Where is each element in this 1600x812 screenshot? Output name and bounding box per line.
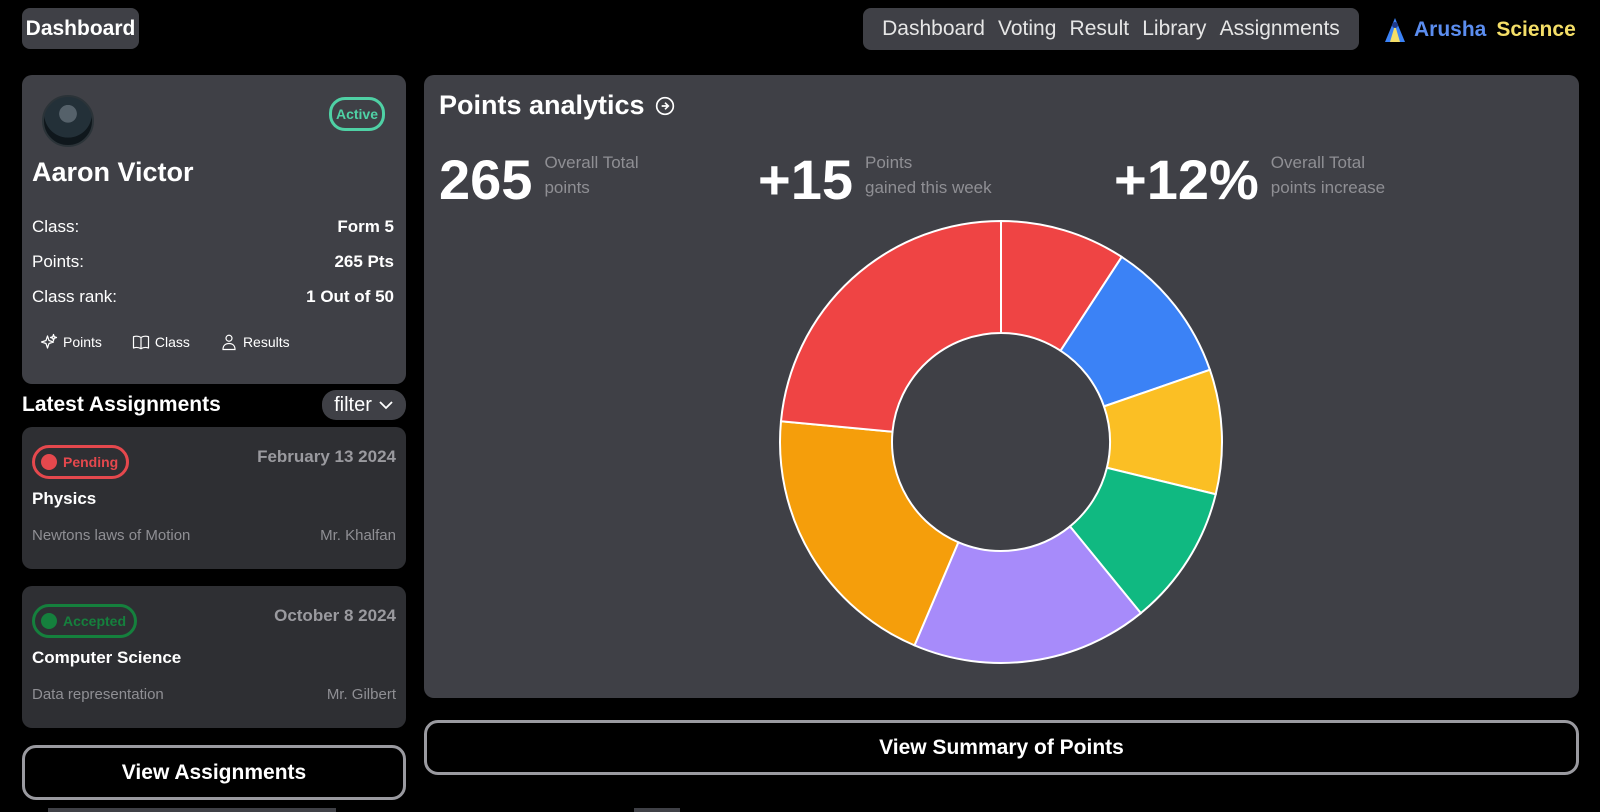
- results-link[interactable]: Results: [220, 333, 290, 351]
- view-summary-button[interactable]: View Summary of Points: [424, 720, 1579, 775]
- brand-logo-icon: [1385, 18, 1405, 42]
- stat-caption-line: points: [544, 178, 590, 197]
- nav-item-dashboard[interactable]: Dashboard: [882, 17, 985, 40]
- sparkles-icon: [40, 333, 58, 349]
- stat-value: 265: [439, 148, 533, 211]
- donut-slice: [779, 219, 1002, 433]
- stat-caption-line: Overall Total: [544, 153, 639, 172]
- row-value: Form 5: [337, 217, 394, 236]
- analytics-title-text: Points analytics: [439, 90, 645, 120]
- assignment-topic: Newtons laws of Motion: [32, 527, 191, 544]
- assignment-date: February 13 2024: [257, 447, 396, 466]
- donut-slice: [779, 420, 960, 647]
- points-donut-chart: [779, 219, 1223, 664]
- filter-label: filter: [334, 393, 372, 416]
- stat-value: +15: [758, 148, 853, 211]
- profile-card: Active Aaron Victor Class: Form 5 Points…: [22, 75, 406, 384]
- link-label: Results: [242, 334, 290, 350]
- scroll-strip: [634, 808, 680, 812]
- filter-button[interactable]: filter: [322, 390, 406, 420]
- status-dot-icon: [41, 454, 57, 470]
- link-label: Points: [63, 334, 102, 350]
- profile-links: Points Class Results: [40, 333, 290, 351]
- status-badge: Accepted: [32, 604, 138, 638]
- stat-caption: Overall Total points increase: [1271, 150, 1385, 200]
- assignment-subject: Computer Science: [32, 648, 182, 667]
- book-open-icon: [132, 335, 150, 350]
- link-label: Class: [154, 334, 190, 350]
- dashboard-button[interactable]: Dashboard: [22, 8, 139, 49]
- class-link[interactable]: Class: [132, 333, 190, 351]
- row-value: 265 Pts: [334, 252, 394, 271]
- status-label: Accepted: [63, 613, 127, 629]
- stat-caption: Overall Total points: [544, 150, 638, 200]
- stat-points-increase: +12% Overall Total points increase: [1114, 150, 1385, 208]
- user-icon: [222, 334, 236, 351]
- nav-item-result[interactable]: Result: [1069, 17, 1130, 40]
- row-label: Points:: [32, 252, 84, 271]
- profile-row-class: Class: Form 5: [32, 217, 394, 237]
- row-label: Class rank:: [32, 287, 118, 306]
- status-dot-icon: [41, 613, 57, 629]
- avatar: [42, 95, 94, 147]
- arrow-right-circle-icon[interactable]: [655, 96, 675, 116]
- stat-caption-line: gained this week: [865, 178, 992, 197]
- profile-row-rank: Class rank: 1 Out of 50: [32, 287, 394, 307]
- profile-row-points: Points: 265 Pts: [32, 252, 394, 272]
- points-analytics-panel: Points analytics 265 Overall Total point…: [424, 75, 1579, 698]
- status-badge: Pending: [32, 445, 130, 479]
- nav-item-voting[interactable]: Voting: [998, 17, 1057, 40]
- chevron-down-icon: [379, 401, 393, 410]
- scroll-strip: [48, 808, 336, 812]
- stat-caption-line: Points: [865, 153, 913, 172]
- nav-item-library[interactable]: Library: [1142, 17, 1207, 40]
- row-label: Class:: [32, 217, 80, 236]
- latest-assignments-title: Latest Assignments: [22, 393, 221, 416]
- brand-name-first: Arusha: [1414, 18, 1487, 41]
- nav-item-assignments[interactable]: Assignments: [1219, 17, 1340, 40]
- assignment-card[interactable]: Pending February 13 2024 Physics Newtons…: [22, 427, 406, 569]
- assignment-topic: Data representation: [32, 686, 164, 703]
- assignment-subject: Physics: [32, 489, 97, 508]
- status-label: Pending: [63, 454, 119, 470]
- status-badge: Active: [329, 97, 385, 131]
- stat-caption-line: points increase: [1270, 178, 1386, 197]
- brand[interactable]: Arusha Science: [1384, 14, 1576, 46]
- top-nav: Dashboard Voting Result Library Assignme…: [863, 8, 1359, 50]
- analytics-title: Points analytics: [439, 90, 675, 121]
- assignment-teacher: Mr. Khalfan: [320, 527, 396, 544]
- stat-total-points: 265 Overall Total points: [439, 150, 639, 208]
- stat-value: +12%: [1114, 148, 1259, 211]
- stat-caption: Points gained this week: [865, 150, 992, 200]
- points-link[interactable]: Points: [40, 333, 102, 351]
- stat-caption-line: Overall Total: [1270, 153, 1365, 172]
- stat-weekly-points: +15 Points gained this week: [758, 150, 992, 208]
- donut-slice: [913, 525, 1143, 664]
- row-value: 1 Out of 50: [306, 287, 394, 306]
- brand-name-second: Science: [1496, 18, 1576, 41]
- assignment-card[interactable]: Accepted October 8 2024 Computer Science…: [22, 586, 406, 728]
- student-name: Aaron Victor: [32, 157, 194, 187]
- view-assignments-button[interactable]: View Assignments: [22, 745, 406, 800]
- assignment-date: October 8 2024: [274, 606, 396, 625]
- assignment-teacher: Mr. Gilbert: [326, 686, 396, 703]
